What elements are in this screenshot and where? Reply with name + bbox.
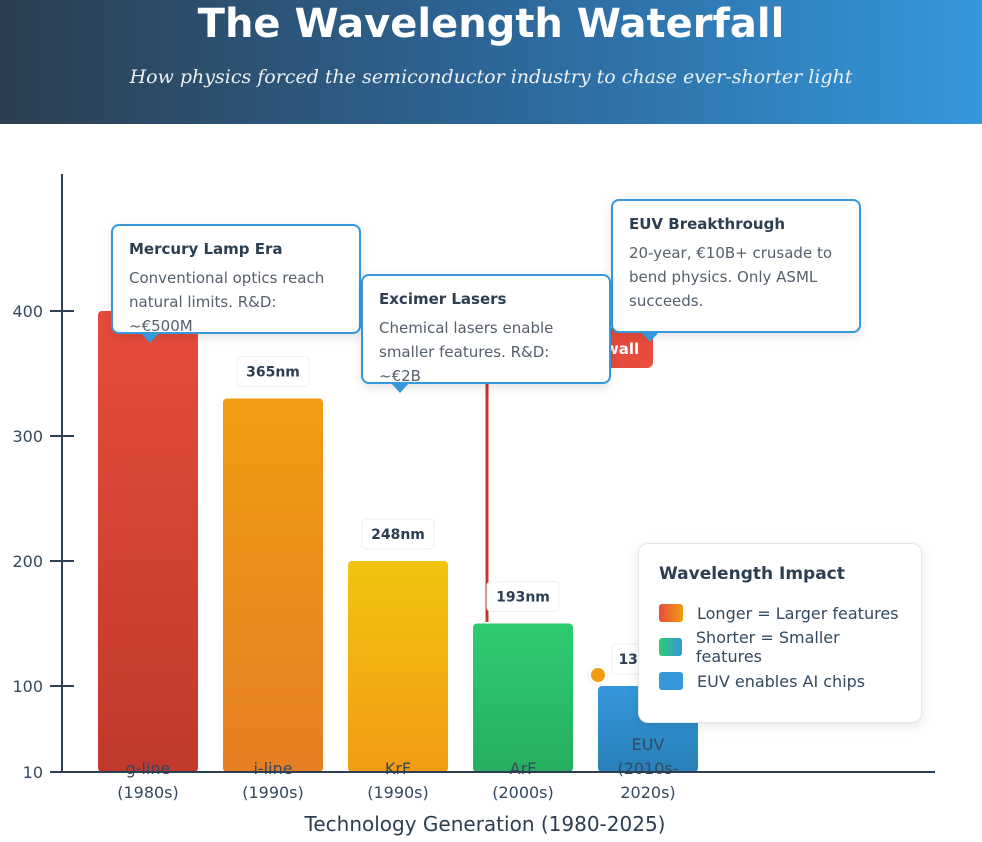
legend-swatch-shorter — [659, 638, 682, 656]
value-label: 193nm — [496, 590, 550, 606]
value-label-box — [236, 356, 310, 387]
wall-badge-label: wall — [605, 340, 639, 358]
x-tick-label: (1990s) — [242, 783, 304, 802]
bar-0 — [98, 311, 198, 772]
value-label: 365nm — [246, 365, 300, 381]
callout-excimer-lasers-pointer — [391, 383, 409, 393]
callout-excimer-lasers: Excimer Lasers Chemical lasers enable sm… — [361, 274, 611, 385]
legend-swatch-longer — [659, 604, 683, 622]
bar-2 — [348, 561, 448, 772]
bar-3 — [473, 623, 573, 772]
callout-euv-breakthrough: EUV Breakthrough 20-year, €10B+ crusade … — [611, 199, 861, 333]
bar-1 — [223, 398, 323, 772]
callout-euv-breakthrough-title: EUV Breakthrough — [629, 215, 786, 233]
callout-mercury-lamp-text: Conventional optics reach natural limits… — [129, 269, 325, 335]
x-tick-label: (2000s) — [492, 783, 554, 802]
value-label-box — [486, 581, 560, 612]
x-tick-label: ArF — [510, 759, 537, 778]
x-tick-label: g-line — [126, 759, 171, 778]
legend-item: Shorter = Smaller features — [659, 628, 901, 666]
legend-item: EUV enables AI chips — [659, 664, 901, 698]
x-tick-label: (1980s) — [117, 783, 179, 802]
callout-excimer-lasers-title: Excimer Lasers — [379, 290, 507, 308]
legend-title: Wavelength Impact — [659, 564, 845, 584]
y-tick-label: 100 — [12, 677, 43, 696]
page-subtitle: How physics forced the semiconductor ind… — [129, 66, 853, 88]
x-tick-label: KrF — [385, 759, 411, 778]
callout-euv-breakthrough-pointer — [641, 332, 659, 342]
callout-mercury-lamp-title: Mercury Lamp Era — [129, 240, 283, 258]
x-tick-label: i-line — [253, 759, 292, 778]
callout-mercury-lamp-pointer — [141, 333, 159, 343]
marker-dot — [591, 668, 605, 682]
legend: Wavelength Impact Longer = Larger featur… — [638, 543, 922, 723]
x-tick-label: (1990s) — [367, 783, 429, 802]
legend-item: Longer = Larger features — [659, 596, 901, 630]
x-axis-label: Technology Generation (1980-2025) — [304, 812, 666, 836]
x-tick-label: EUV — [632, 735, 665, 754]
legend-label-longer: Longer = Larger features — [697, 603, 899, 623]
x-tick-label: 2020s) — [620, 783, 675, 802]
legend-swatch-euv — [659, 672, 683, 690]
legend-label-shorter: Shorter = Smaller features — [695, 628, 840, 666]
value-label-box — [361, 518, 435, 550]
callout-euv-breakthrough-text: 20-year, €10B+ crusade to bend physics. … — [629, 244, 832, 310]
legend-label-euv: EUV enables AI chips — [697, 671, 866, 691]
page-title: The Wavelength Waterfall — [197, 1, 785, 47]
y-tick-label: 400 — [12, 302, 43, 321]
y-tick-label: 200 — [12, 552, 43, 571]
x-tick-label: (2010s- — [617, 759, 678, 778]
y-tick-label: 300 — [12, 427, 43, 446]
header-banner: The Wavelength Waterfall How physics for… — [0, 0, 982, 124]
callout-excimer-lasers-text: Chemical lasers enable smaller features.… — [379, 319, 554, 385]
y-tick-label: 10 — [23, 763, 43, 782]
value-label: 248nm — [371, 527, 425, 543]
callout-mercury-lamp: Mercury Lamp Era Conventional optics rea… — [111, 224, 361, 335]
